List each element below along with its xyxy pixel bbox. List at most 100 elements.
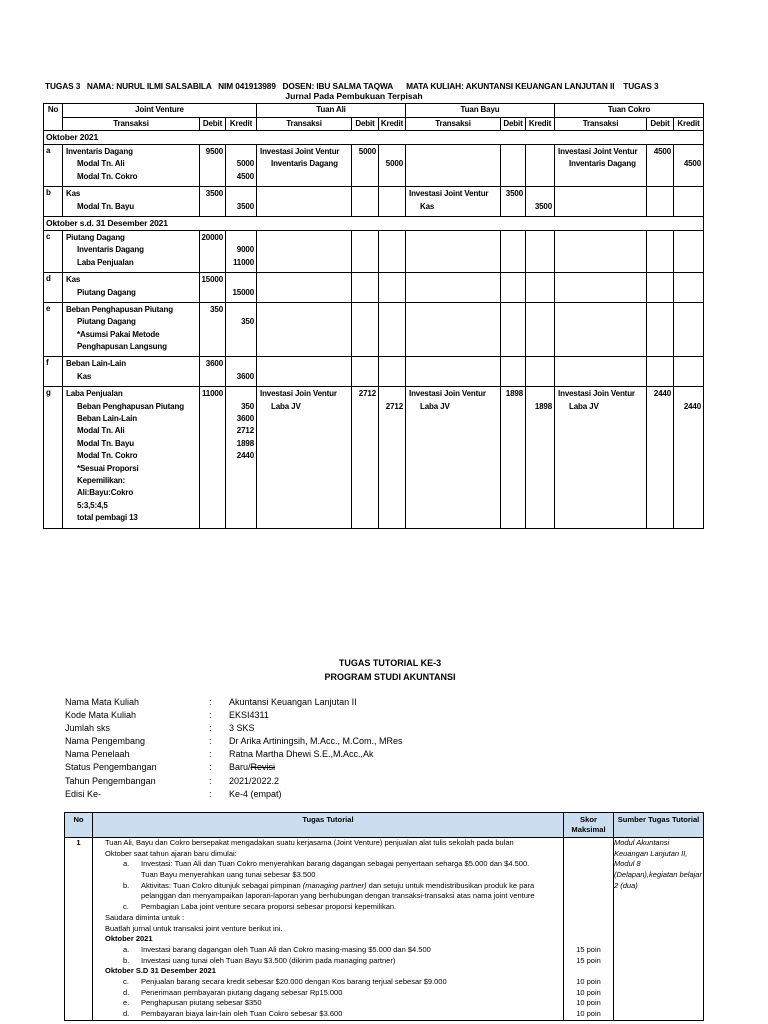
journal-kredit-cell: 9000 11000 <box>225 229 257 274</box>
journal-transaksi-cell <box>405 356 501 388</box>
course-info: Nama Mata Kuliah: Akuntansi Keuangan Lanj… <box>65 696 403 801</box>
journal-account-line: *Sesuai Proporsi <box>77 463 139 473</box>
journal-kredit-value <box>227 146 256 158</box>
task-line-text: Investasi: Tuan Ali dan Tuan Cokro menye… <box>141 859 530 869</box>
journal-transaksi-cell: Investasi Joint Ventur Inventaris Dagang <box>554 143 648 188</box>
task-line: c. Pembagian Laba joint venture secara pr… <box>94 902 563 913</box>
journal-kredit-value <box>227 487 256 499</box>
course-info-colon: : <box>209 736 212 747</box>
journal-transaksi-cell <box>405 301 501 358</box>
journal-kredit-value: 350 <box>241 401 254 411</box>
journal-transaksi-cell: Investasi Join Ventur Laba JV <box>256 386 352 529</box>
task-line: c. Penjualan barang secara kredit sebesar… <box>94 977 563 988</box>
journal-debit-value <box>201 341 225 353</box>
journal-account-line: total pembagi 13 <box>77 513 138 523</box>
journal-account-line: Laba JV <box>271 401 301 411</box>
journal-debit-value <box>201 413 225 425</box>
course-info-colon: : <box>209 697 212 707</box>
journal-debit-value <box>201 425 225 437</box>
journal-debit-cell: 4500 <box>646 143 675 188</box>
journal-subheader-kredit: Kredit <box>673 116 705 131</box>
journal-row-letter: f <box>43 356 63 388</box>
task-line-text: Penghapusan piutang sebesar $350 <box>141 998 262 1008</box>
task-score-value <box>565 934 613 945</box>
journal-account-line: Kas <box>66 275 81 285</box>
journal-transaksi-cell: Investasi Joint Ventur Kas <box>405 186 501 217</box>
journal-debit-cell <box>351 272 379 303</box>
journal-debit-value <box>201 171 225 183</box>
journal-kredit-value: 2712 <box>236 426 254 436</box>
task-line: Buatlah jurnal untuk transaksi joint ven… <box>94 923 563 935</box>
journal-kredit-value <box>527 388 554 400</box>
journal-transaksi-cell <box>256 301 352 358</box>
journal-row-f: f Beban Lain-Lain Kas 3600 3600 <box>43 356 705 388</box>
journal-kredit-value: 3500 <box>534 201 553 211</box>
course-info-label: Status Pengembangan <box>65 762 157 773</box>
task-score-value <box>565 891 613 902</box>
course-info-value-text: Ke-4 (empat) <box>229 788 282 799</box>
journal-section-row: Oktober s.d. 31 Desember 2021 <box>42 215 705 231</box>
journal-debit-value: 3600 <box>205 359 223 369</box>
journal-account-line: Modal Tn. Cokro <box>77 171 138 181</box>
journal-debit-cell: 11000 <box>199 386 226 529</box>
journal-kredit-value <box>675 146 703 158</box>
journal-account-line: Modal Tn. Ali <box>77 426 125 436</box>
journal-transaksi-cell <box>554 229 648 274</box>
journal-account-line: Modal Tn. Cokro <box>77 451 138 461</box>
journal-kredit-value <box>227 341 256 353</box>
task-line-text: Saudara diminta untuk : <box>105 912 185 922</box>
journal-group-tuan-bayu: Tuan Bayu <box>404 103 556 118</box>
journal-transaksi-cell: Investasi Join Ventur Laba JV <box>405 386 501 529</box>
journal-account-line: *Asumsi Pakai Metode <box>77 329 160 339</box>
journal-account-line: Investasi Joint Ventur <box>409 189 489 199</box>
journal-account-line: Kas <box>66 189 81 199</box>
journal-kredit-value: 15000 <box>232 287 255 297</box>
journal-debit-value: 11000 <box>201 389 223 399</box>
document-subtitle: Jurnal Pada Pembukuan Terpisah <box>285 91 423 101</box>
journal-account-line: Laba Penjualan <box>77 257 134 267</box>
course-info-value: Akuntansi Keuangan Lanjutan II <box>229 696 403 709</box>
task-line: e. Penghapusan piutang sebesar $350 <box>94 998 563 1009</box>
journal-debit-cell <box>351 186 379 217</box>
journal-transaksi-cell <box>256 272 352 303</box>
tutorial-program: PROGRAM STUDI AKUNTANSI <box>324 671 456 682</box>
journal-kredit-value <box>527 188 554 200</box>
journal-kredit-cell <box>524 301 556 358</box>
journal-debit-value <box>648 401 673 413</box>
journal-debit-cell <box>646 186 675 217</box>
journal-debit-value <box>353 158 378 170</box>
journal-debit-cell: 3500 <box>500 186 526 217</box>
journal-debit-cell <box>646 229 675 274</box>
journal-account-line: Investasi Joint Ventur <box>558 147 638 156</box>
journal-kredit-value: 2440 <box>683 401 702 411</box>
course-info-colon: : <box>209 749 212 760</box>
course-info-value-text: 2021/2022.2 <box>229 775 280 786</box>
journal-account-line: Kepemilikan: <box>77 475 125 485</box>
task-score-value <box>565 902 613 913</box>
task-line-text: Buatlah jurnal untuk transaksi joint ven… <box>105 923 283 933</box>
journal-transaksi-cell: Kas Modal Tn. Bayu <box>62 186 200 217</box>
journal-kredit-cell <box>378 272 406 303</box>
task-row: 1 Tuan Ali, Bayu dan Cokro bersepakat me… <box>64 837 704 1021</box>
course-info-label: Jumlah sks <box>65 723 111 734</box>
task-line: pelanggan dan menyampaikan laporan-lapor… <box>94 891 563 902</box>
journal-debit-cell <box>351 356 379 388</box>
journal-account-line: Inventaris Dagang <box>77 245 144 255</box>
course-info-row: Jumlah sks: 3 SKS <box>65 722 403 735</box>
journal-debit-cell: 3500 <box>199 186 226 217</box>
task-score-value <box>565 966 613 977</box>
journal-kredit-value: 4500 <box>236 171 254 181</box>
task-line-text: Investasi barang dagangan oleh Tuan Ali … <box>141 944 431 954</box>
journal-section-label: Oktober 2021 <box>42 130 705 145</box>
journal-kredit-cell <box>673 186 705 217</box>
course-info-value-struck: Revisi <box>250 762 276 773</box>
task-line-text: pelanggan dan menyampaikan laporan-lapor… <box>141 891 535 901</box>
journal-transaksi-cell: Laba Penjualan Beban Penghapusan Piutang B… <box>62 386 200 529</box>
journal-debit-value <box>502 201 525 213</box>
task-line: Saudara diminta untuk : <box>94 912 563 924</box>
journal-transaksi-cell <box>554 356 648 388</box>
journal-debit-value: 1898 <box>505 389 523 399</box>
task-line: a. Investasi: Tuan Ali dan Tuan Cokro men… <box>94 859 563 870</box>
journal-header-no: No <box>43 103 63 131</box>
journal-account-line: Beban Lain-Lain <box>77 414 137 424</box>
